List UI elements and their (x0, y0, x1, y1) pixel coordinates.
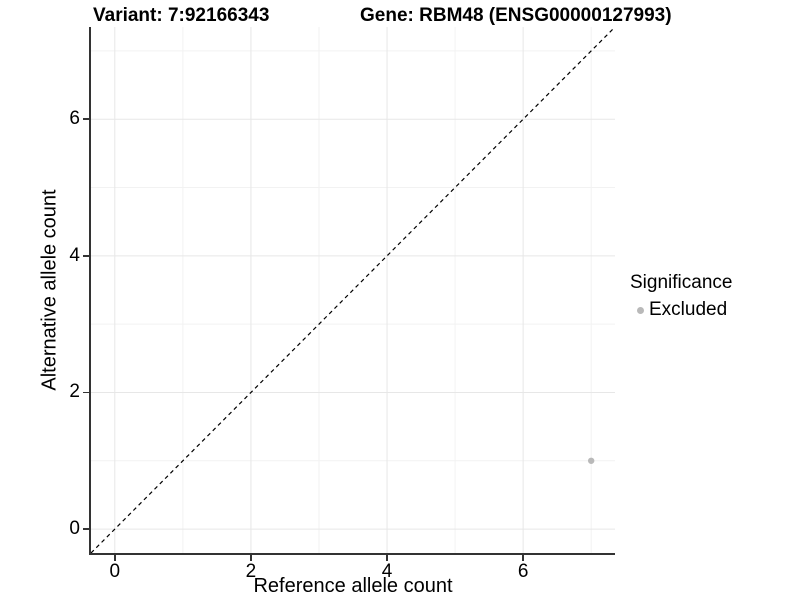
y-axis-title: Alternative allele count (38, 189, 61, 391)
x-tick-label-0: 0 (109, 561, 121, 582)
x-axis-tick-6 (522, 555, 524, 561)
x-axis-title: Reference allele count (253, 575, 453, 597)
x-axis-tick-2 (250, 555, 252, 561)
x-axis-tick-0 (114, 555, 116, 561)
legend-entry-excluded: Excluded (630, 299, 732, 321)
x-tick-label-6: 6 (517, 561, 529, 582)
legend-title: Significance (630, 272, 733, 293)
x-tick-label-4: 4 (381, 561, 393, 582)
legend-entry-label: Excluded (649, 299, 728, 320)
plot-title-variant: Variant: 7:92166343 (93, 5, 270, 26)
identity-line (91, 27, 615, 553)
y-tick-label-6: 6 (69, 108, 80, 130)
y-tick-label-4: 4 (69, 244, 80, 266)
y-axis-tick-4 (83, 255, 89, 257)
y-axis-tick-6 (83, 118, 89, 120)
plot-title-gene: Gene: RBM48 (ENSG00000127993) (360, 5, 672, 26)
y-axis-tick-0 (83, 528, 89, 530)
y-axis-tick-2 (83, 391, 89, 394)
legend: Significance Excluded (630, 272, 732, 321)
data-point-excluded-0 (587, 457, 595, 464)
plot-canvas (91, 27, 615, 553)
legend-point-swatch-icon (637, 306, 644, 314)
y-tick-label-2: 2 (69, 381, 80, 403)
x-tick-label-2: 2 (245, 561, 257, 582)
y-tick-label-0: 0 (69, 518, 80, 540)
plot-panel (89, 27, 615, 555)
x-axis-tick-4 (386, 555, 388, 561)
